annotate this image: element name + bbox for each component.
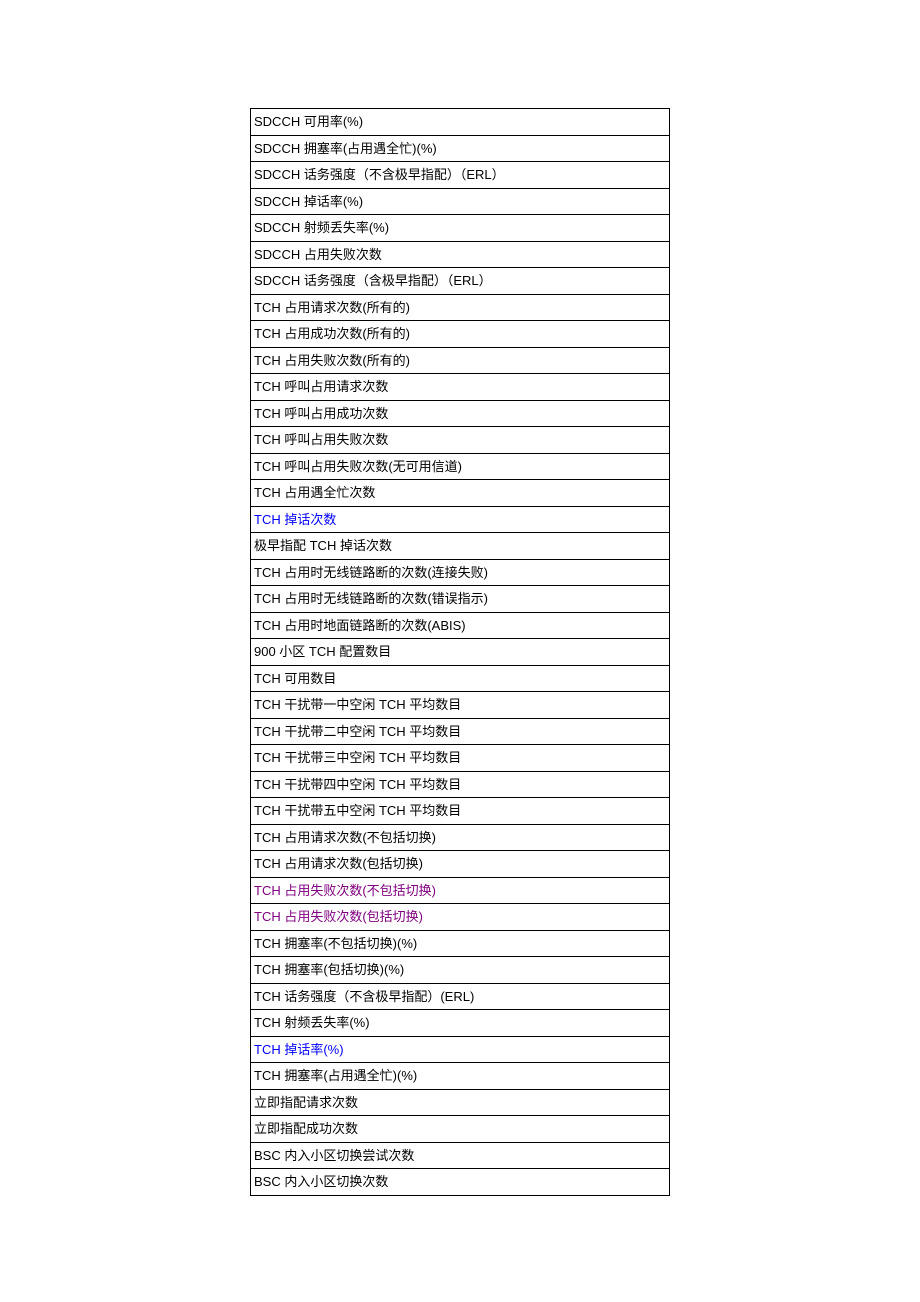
table-row: TCH 掉话率(%) — [251, 1037, 669, 1064]
table-row: SDCCH 话务强度（不含极早指配）（ERL） — [251, 162, 669, 189]
table-row: TCH 拥塞率(包括切换)(%) — [251, 957, 669, 984]
table-row: TCH 射频丢失率(%) — [251, 1010, 669, 1037]
table-row: TCH 拥塞率(占用遇全忙)(%) — [251, 1063, 669, 1090]
table-row: TCH 占用失败次数(包括切换) — [251, 904, 669, 931]
table-row: BSC 内入小区切换尝试次数 — [251, 1143, 669, 1170]
table-row: TCH 干扰带三中空闲 TCH 平均数目 — [251, 745, 669, 772]
table-row: TCH 占用失败次数(不包括切换) — [251, 878, 669, 905]
table-row: TCH 话务强度（不含极早指配）(ERL) — [251, 984, 669, 1011]
table-row: TCH 呼叫占用失败次数 — [251, 427, 669, 454]
metrics-table: SDCCH 可用率(%)SDCCH 拥塞率(占用遇全忙)(%)SDCCH 话务强… — [250, 108, 670, 1196]
table-row: TCH 占用时无线链路断的次数(错误指示) — [251, 586, 669, 613]
table-row: TCH 呼叫占用失败次数(无可用信道) — [251, 454, 669, 481]
table-row: TCH 占用时地面链路断的次数(ABIS) — [251, 613, 669, 640]
table-row: SDCCH 拥塞率(占用遇全忙)(%) — [251, 136, 669, 163]
table-row: SDCCH 射频丢失率(%) — [251, 215, 669, 242]
table-row: TCH 占用成功次数(所有的) — [251, 321, 669, 348]
table-row: BSC 内入小区切换次数 — [251, 1169, 669, 1196]
table-row: TCH 干扰带五中空闲 TCH 平均数目 — [251, 798, 669, 825]
table-row: 极早指配 TCH 掉话次数 — [251, 533, 669, 560]
table-row: 立即指配成功次数 — [251, 1116, 669, 1143]
table-row: 900 小区 TCH 配置数目 — [251, 639, 669, 666]
table-row: TCH 可用数目 — [251, 666, 669, 693]
table-row: TCH 占用请求次数(所有的) — [251, 295, 669, 322]
table-row: SDCCH 掉话率(%) — [251, 189, 669, 216]
table-row: TCH 占用遇全忙次数 — [251, 480, 669, 507]
table-row: TCH 干扰带二中空闲 TCH 平均数目 — [251, 719, 669, 746]
table-row: TCH 呼叫占用请求次数 — [251, 374, 669, 401]
table-row: SDCCH 占用失败次数 — [251, 242, 669, 269]
table-row: TCH 占用时无线链路断的次数(连接失败) — [251, 560, 669, 587]
table-row: TCH 占用请求次数(包括切换) — [251, 851, 669, 878]
table-row: TCH 拥塞率(不包括切换)(%) — [251, 931, 669, 958]
table-row: TCH 干扰带一中空闲 TCH 平均数目 — [251, 692, 669, 719]
table-row: TCH 占用失败次数(所有的) — [251, 348, 669, 375]
table-row: TCH 干扰带四中空闲 TCH 平均数目 — [251, 772, 669, 799]
table-row: TCH 占用请求次数(不包括切换) — [251, 825, 669, 852]
table-row: SDCCH 可用率(%) — [251, 109, 669, 136]
table-row: TCH 掉话次数 — [251, 507, 669, 534]
table-row: SDCCH 话务强度（含极早指配）（ERL） — [251, 268, 669, 295]
table-row: 立即指配请求次数 — [251, 1090, 669, 1117]
table-row: TCH 呼叫占用成功次数 — [251, 401, 669, 428]
